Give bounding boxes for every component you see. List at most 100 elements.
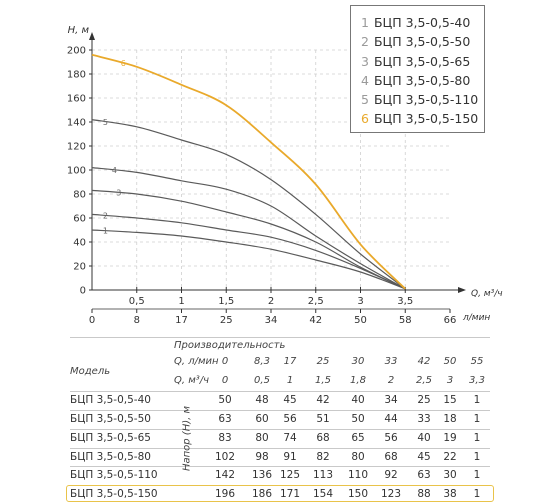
q-m3h-cell: 1,5 bbox=[315, 375, 331, 386]
series-label-3: 3 bbox=[116, 189, 121, 198]
table-row-value: 50 bbox=[351, 413, 365, 425]
table-row-line bbox=[70, 466, 490, 467]
q-m3h-cell: 3 bbox=[446, 375, 454, 386]
q-m3h-cell: 2,5 bbox=[416, 375, 432, 386]
x-tick-label-m3h: 0,5 bbox=[129, 296, 145, 307]
highlight-row-box bbox=[66, 485, 494, 502]
q-m3h-cell: 1 bbox=[286, 375, 294, 386]
y-tick-label: 160 bbox=[67, 94, 86, 105]
table-row-model: БЦП 3,5-0,5-80 bbox=[70, 451, 151, 463]
table-row-value: 136 bbox=[251, 469, 273, 481]
q-lmin-cell: 42 bbox=[417, 356, 431, 367]
table-row-value: 171 bbox=[279, 488, 301, 500]
table-row-value: 123 bbox=[380, 488, 402, 500]
table-row-value: 68 bbox=[316, 432, 330, 444]
table-row-value: 38 bbox=[443, 488, 457, 500]
y-tick-label: 200 bbox=[67, 46, 86, 57]
q-m3h-label: Q, м³/ч bbox=[174, 375, 210, 386]
q-lmin-cell: 25 bbox=[316, 356, 330, 367]
q-m3h-cell: 0,5 bbox=[254, 375, 270, 386]
table-row-value: 1 bbox=[473, 413, 481, 425]
q-m3h-cell: 0 bbox=[221, 375, 229, 386]
head-axis-label: Напор (Н), м bbox=[181, 405, 193, 472]
y-tick-label: 80 bbox=[73, 190, 86, 201]
table-row-value: 1 bbox=[473, 432, 481, 444]
table-row-value: 19 bbox=[443, 432, 457, 444]
y-tick-label: 180 bbox=[67, 70, 86, 81]
legend-item-4: 4 БЦП 3,5-0,5-80 bbox=[361, 72, 471, 88]
x-tick-label-lmin: 8 bbox=[134, 315, 140, 326]
x-tick-label-m3h: 2 bbox=[268, 296, 274, 307]
table-row-line bbox=[70, 448, 490, 449]
x-axis-label-m3h: Q, м³/ч bbox=[471, 289, 503, 299]
table-row-value: 80 bbox=[351, 451, 365, 463]
table-row-value: 63 bbox=[218, 413, 232, 425]
table-row-value: 50 bbox=[218, 394, 232, 406]
series-line-5 bbox=[91, 119, 406, 290]
series-label-6: 6 bbox=[121, 59, 126, 68]
q-lmin-cell: 55 bbox=[470, 356, 484, 367]
table-divider bbox=[70, 337, 490, 338]
y-tick-label: 40 bbox=[73, 238, 86, 249]
x-tick-label-m3h: 1 bbox=[178, 296, 184, 307]
x-tick-label-m3h: 3,5 bbox=[397, 296, 413, 307]
series-label-5: 5 bbox=[103, 118, 108, 127]
table-row-value: 1 bbox=[473, 488, 481, 500]
table-row-value: 63 bbox=[417, 469, 431, 481]
table-row-value: 48 bbox=[255, 394, 269, 406]
series-line-3 bbox=[91, 189, 406, 290]
q-m3h-cell: 1,8 bbox=[350, 375, 366, 386]
y-axis-arrow bbox=[89, 32, 95, 40]
table-row-value: 40 bbox=[351, 394, 365, 406]
table-row-value: 33 bbox=[417, 413, 431, 425]
table-row-value: 113 bbox=[312, 469, 334, 481]
table-row-line bbox=[70, 429, 490, 430]
table-row-value: 110 bbox=[347, 469, 369, 481]
table-row-value: 154 bbox=[312, 488, 334, 500]
table-row-model: БЦП 3,5-0,5-110 bbox=[70, 469, 158, 481]
y-axis-label: Н, м bbox=[68, 25, 90, 36]
q-m3h-cell: 2 bbox=[387, 375, 395, 386]
q-lmin-cell: 8,3 bbox=[254, 356, 270, 367]
table-row-value: 15 bbox=[443, 394, 457, 406]
x-tick-label-m3h: 3 bbox=[357, 296, 363, 307]
table-row-value: 34 bbox=[384, 394, 398, 406]
legend-item-6: 6 БЦП 3,5-0,5-150 bbox=[361, 111, 479, 127]
table-row-value: 125 bbox=[279, 469, 301, 481]
table-row-value: 65 bbox=[351, 432, 365, 444]
table-row-value: 150 bbox=[347, 488, 369, 500]
table-row-model: БЦП 3,5-0,5-40 bbox=[70, 394, 151, 406]
y-tick-label: 120 bbox=[67, 142, 86, 153]
q-lmin-cell: 50 bbox=[443, 356, 457, 367]
table-row-line bbox=[70, 391, 490, 392]
series-label-2: 2 bbox=[103, 211, 108, 220]
series-line-1 bbox=[91, 229, 406, 290]
table-row-value: 83 bbox=[218, 432, 232, 444]
table-row-value: 1 bbox=[473, 451, 481, 463]
q-lmin-cell: 17 bbox=[283, 356, 297, 367]
table-row-value: 186 bbox=[251, 488, 273, 500]
legend-item-5: 5 БЦП 3,5-0,5-110 bbox=[361, 92, 479, 108]
x-tick-label-lmin: 42 bbox=[309, 315, 322, 326]
q-m3h-cell: 3,3 bbox=[469, 375, 485, 386]
y-tick-label: 0 bbox=[80, 286, 86, 297]
x-tick-label-lmin: 25 bbox=[220, 315, 233, 326]
x-tick-label-lmin: 66 bbox=[444, 315, 457, 326]
table-row-value: 88 bbox=[417, 488, 431, 500]
x-tick-label-lmin: 17 bbox=[175, 315, 188, 326]
q-lmin-cell: 33 bbox=[384, 356, 398, 367]
table-row-value: 82 bbox=[316, 451, 330, 463]
y-tick-label: 20 bbox=[73, 262, 86, 273]
legend: 1 БЦП 3,5-0,5-40 2 БЦП 3,5-0,5-50 3 БЦП 3,5… bbox=[350, 5, 485, 133]
x-tick-label-m3h: 1,5 bbox=[218, 296, 234, 307]
table-row-value: 1 bbox=[473, 394, 481, 406]
table-row-value: 60 bbox=[255, 413, 269, 425]
q-lmin-cell: 0 bbox=[221, 356, 229, 367]
y-tick-label: 60 bbox=[73, 214, 86, 225]
series-line-4 bbox=[91, 167, 406, 290]
table-row-value: 25 bbox=[417, 394, 431, 406]
table-row-value: 68 bbox=[384, 451, 398, 463]
table-row-value: 45 bbox=[283, 394, 297, 406]
model-header: Модель bbox=[70, 366, 111, 377]
